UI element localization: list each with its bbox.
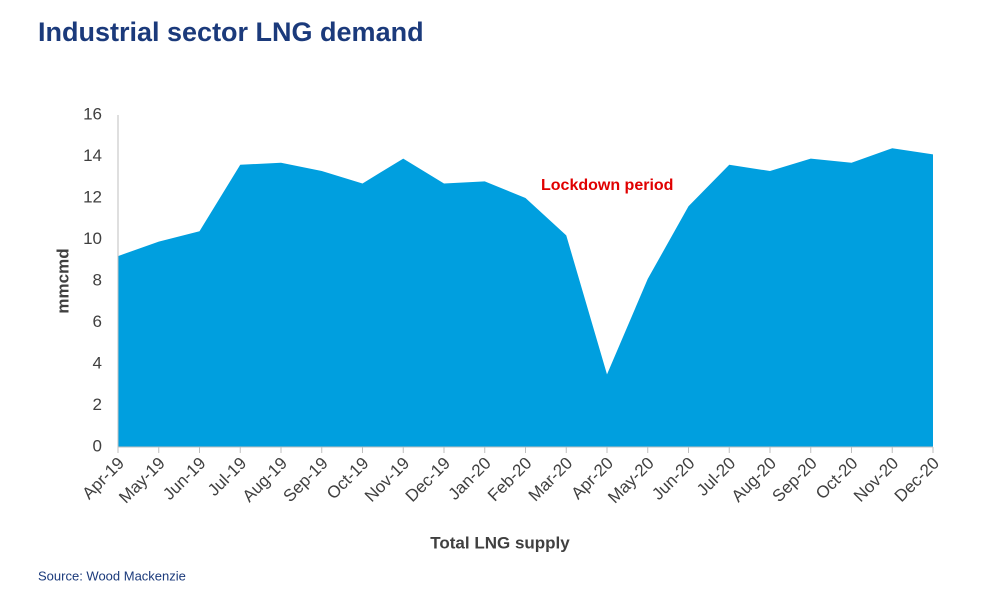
source: Source: Wood Mackenzie [38,568,186,583]
y-tick-label: 6 [93,312,102,331]
x-tick-label: Nov-19 [361,454,413,506]
y-tick-label: 2 [93,395,102,414]
x-tick-label: Sep-20 [769,454,821,506]
y-tick-label: 8 [93,270,102,289]
x-tick-label: Feb-20 [484,454,536,506]
x-tick-label: Nov-20 [850,454,902,506]
x-tick-label: May-20 [604,454,658,508]
annotation: Lockdown period [541,177,673,194]
y-axis-label: mmcmd [53,248,72,313]
x-tick-label: Aug-19 [239,454,291,506]
x-tick-label: Jun-20 [648,454,698,504]
chart-title: Industrial sector LNG demand [38,17,424,47]
x-tick-label: Jun-19 [159,454,209,504]
x-tick-label: Aug-20 [728,454,780,506]
y-tick-label: 10 [83,229,102,248]
x-tick-label: Mar-20 [525,454,577,506]
y-tick-label: 0 [93,436,102,455]
x-tick-label: Dec-19 [402,454,454,506]
y-tick-label: 12 [83,187,102,206]
x-tick-label: May-19 [115,454,169,508]
x-axis-label: Total LNG supply [430,533,570,552]
area [118,148,933,447]
y-tick-label: 16 [83,104,102,123]
y-tick-label: 4 [93,353,102,372]
x-tick-label: Dec-20 [891,454,943,506]
x-tick-label: Sep-19 [280,454,332,506]
y-tick-label: 14 [83,146,102,165]
